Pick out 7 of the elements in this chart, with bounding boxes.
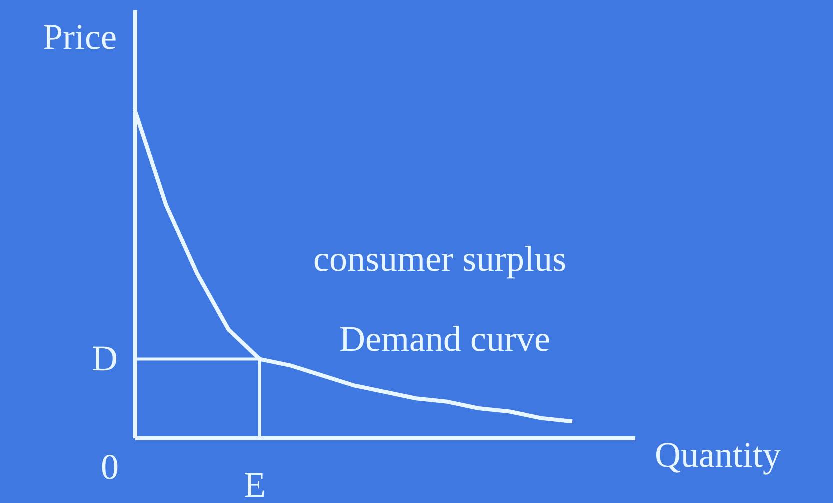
x-axis-title: Quantity [655,435,781,475]
text: E [244,465,266,503]
annotation: consumer surplus [314,239,566,279]
text: 0 [101,447,119,487]
annotation: Demand curve [340,319,550,359]
ref-line-label: D [92,338,118,378]
y-axis-title: Price [43,17,117,57]
